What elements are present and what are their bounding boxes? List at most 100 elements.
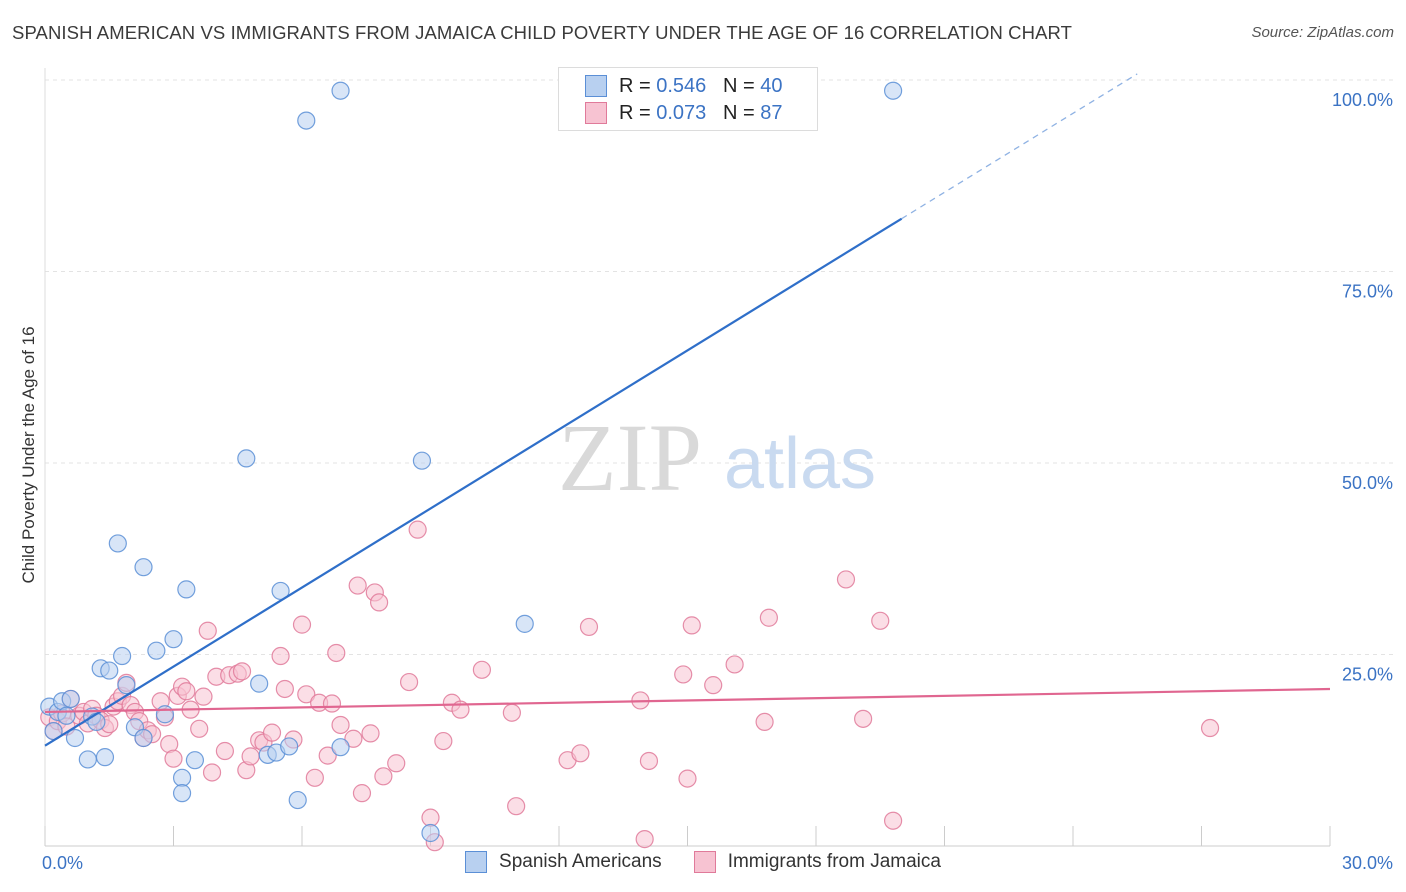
data-point [172,784,192,803]
data-point [61,689,80,709]
data-point [759,608,778,627]
data-point [674,665,693,684]
legend-r-label: R = [619,74,651,97]
y-axis-label: Child Poverty Under the Age of 16 [19,326,38,583]
y-tick-label: 75.0% [1342,282,1393,302]
data-point [579,617,599,637]
data-point [177,682,196,701]
data-point [305,768,324,787]
grid-layer [45,79,1395,655]
data-point [288,790,307,810]
data-point [198,621,217,640]
x-tick-label: 0.0% [42,853,83,873]
data-point [318,746,337,765]
legend-swatch-blue [465,851,488,873]
data-point [639,751,659,771]
source-label: Source: ZipAtlas.com [1251,24,1394,41]
data-point [78,750,97,769]
legend-row-jamaica: R = 0.073 N = 87 [585,100,782,126]
data-point [421,808,440,827]
data-point [262,723,282,742]
axis-layer: 25.0% 50.0% 75.0% 100.0% 0.0% 30.0% [42,68,1393,873]
data-point [65,728,85,748]
data-point [100,661,119,680]
data-point [322,694,342,713]
data-point [108,534,127,553]
data-point [635,830,654,849]
data-point [327,643,346,663]
data-point [292,615,312,634]
data-point [202,763,222,782]
trend-layer [44,73,1331,747]
data-point [232,662,252,681]
data-point [361,724,380,743]
data-point [434,731,453,751]
data-point [374,767,393,786]
data-point [237,449,256,468]
y-tick-label: 50.0% [1342,473,1393,493]
data-point [344,729,363,748]
data-point [421,823,440,843]
data-point [854,709,873,728]
data-point [571,744,590,763]
legend-label: Immigrants from Jamaica [727,851,941,872]
data-point [678,769,697,788]
data-point [331,738,350,757]
x-tick-label: 30.0% [1342,853,1393,873]
data-point [387,754,406,773]
data-point [271,646,290,666]
watermark: ZIP atlas [558,404,876,511]
trend-line-spanish-americans [44,217,903,747]
legend-n-value: 87 [760,101,783,124]
data-point [271,581,290,601]
legend-r-value: 0.546 [656,74,707,97]
trend-line-jamaica [44,687,1331,714]
data-point [280,737,299,756]
legend-item-spanish-americans: Spanish Americans [465,851,662,873]
legend-item-jamaica: Immigrants from Jamaica [693,851,941,873]
data-point [297,111,316,130]
data-point [241,747,260,766]
data-point [725,655,744,674]
data-point [515,614,534,633]
data-point [57,706,76,725]
data-point [331,81,350,100]
trend-line-extension [901,73,1138,220]
data-point [408,520,427,539]
data-point [177,580,196,599]
legend-n-label: N = [722,101,755,124]
points-layer [40,81,1220,852]
data-point [836,570,856,589]
data-point [164,749,183,768]
data-point [755,712,774,732]
legend-label: Spanish Americans [499,851,662,872]
data-point [352,784,372,803]
data-point [412,451,432,470]
data-point [472,660,491,679]
data-point [172,768,192,787]
legend-n-label: N = [722,74,755,97]
y-tick-label: 100.0% [1332,90,1393,110]
data-point [190,719,209,738]
legend-swatch-blue [585,75,607,97]
data-point [155,705,175,724]
legend-swatch-pink [585,102,607,124]
watermark-zip: ZIP [558,404,702,511]
legend-r-label: R = [619,101,651,124]
data-point [117,676,136,695]
data-point [704,676,723,695]
series-legend: Spanish Americans Immigrants from Jamaic… [0,851,1406,873]
data-point [399,672,419,692]
data-point [112,646,132,666]
data-point [275,679,294,699]
legend-row-spanish-americans: R = 0.546 N = 40 [585,73,782,99]
data-point [95,748,115,767]
correlation-legend: R = 0.546 N = 40 R = 0.073 N = 87 [558,67,818,131]
data-point [883,811,903,830]
data-point [502,703,521,722]
y-tick-label: 25.0% [1342,665,1393,685]
data-point [134,558,153,577]
data-point [194,687,213,706]
chart-title: SPANISH AMERICAN VS IMMIGRANTS FROM JAMA… [12,22,1073,43]
